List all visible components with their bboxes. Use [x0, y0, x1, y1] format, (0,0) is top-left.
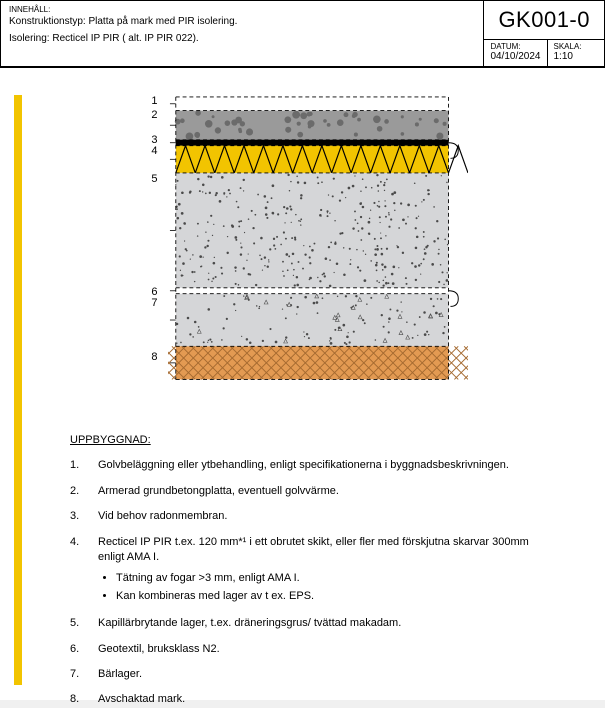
layer-number-2: 2: [138, 109, 158, 121]
date-cell: DATUM: 04/10/2024: [484, 40, 546, 66]
construction-notes: UPPBYGGNAD: 1.Golvbeläggning eller ytbeh…: [0, 413, 605, 708]
construction-item: 3.Vid behov radonmembran.: [70, 509, 555, 524]
layer-number-7: 7: [138, 297, 158, 309]
document-page: INNEHÅLL: Konstruktionstyp: Platta på ma…: [0, 0, 605, 700]
cross-section-drawing: 12345678: [138, 93, 468, 413]
date-label: DATUM:: [490, 42, 540, 51]
item-text: Armerad grundbetongplatta, eventuell gol…: [98, 484, 555, 499]
layer-number-1: 1: [138, 95, 158, 107]
scale-cell: SKALA: 1:10: [547, 40, 588, 66]
subitem: Tätning av fogar >3 mm, enligt AMA I.: [116, 571, 555, 586]
item-number: 5.: [70, 616, 98, 631]
title-block: INNEHÅLL: Konstruktionstyp: Platta på ma…: [0, 0, 605, 68]
construction-item: 5.Kapillärbrytande lager, t.ex. dränerin…: [70, 616, 555, 631]
layer-number-8: 8: [138, 351, 158, 363]
item-number: 4.: [70, 535, 98, 607]
scale-value: 1:10: [554, 51, 582, 62]
innehall-label: INNEHÅLL:: [9, 5, 475, 14]
item-number: 3.: [70, 509, 98, 524]
item-text: Bärlager.: [98, 667, 555, 682]
construction-type: Konstruktionstyp: Platta på mark med PIR…: [9, 16, 475, 27]
construction-item: 6.Geotextil, bruksklass N2.: [70, 642, 555, 657]
construction-item: 2.Armerad grundbetongplatta, eventuell g…: [70, 484, 555, 499]
accent-bar: [14, 95, 22, 685]
item-text: Geotextil, bruksklass N2.: [98, 642, 555, 657]
item-text: Recticel IP PIR t.ex. 120 mm*¹ i ett obr…: [98, 535, 555, 607]
scale-label: SKALA:: [554, 42, 582, 51]
uppbyggnad-title: UPPBYGGNAD:: [70, 433, 555, 448]
meta-row: DATUM: 04/10/2024 SKALA: 1:10: [484, 40, 604, 66]
construction-item: 1.Golvbeläggning eller ytbehandling, enl…: [70, 458, 555, 473]
subitem: Kan kombineras med lager av t ex. EPS.: [116, 589, 555, 604]
date-value: 04/10/2024: [490, 51, 540, 62]
item-text: Golvbeläggning eller ytbehandling, enlig…: [98, 458, 555, 473]
cross-section-svg: [168, 93, 468, 398]
title-block-right: GK001-0 DATUM: 04/10/2024 SKALA: 1:10: [483, 0, 605, 67]
layer-number-4: 4: [138, 145, 158, 157]
construction-item: 4.Recticel IP PIR t.ex. 120 mm*¹ i ett o…: [70, 535, 555, 607]
construction-list: 1.Golvbeläggning eller ytbehandling, enl…: [70, 458, 555, 707]
insulation-spec: Isolering: Recticel IP PIR ( alt. IP PIR…: [9, 33, 475, 44]
construction-item: 7.Bärlager.: [70, 667, 555, 682]
item-number: 2.: [70, 484, 98, 499]
item-text: Kapillärbrytande lager, t.ex. dränerings…: [98, 616, 555, 631]
layer-number-5: 5: [138, 173, 158, 185]
item-sublist: Tätning av fogar >3 mm, enligt AMA I. Kan…: [116, 571, 555, 604]
item-text: Vid behov radonmembran.: [98, 509, 555, 524]
item-number: 1.: [70, 458, 98, 473]
document-id: GK001-0: [484, 1, 604, 40]
title-block-left: INNEHÅLL: Konstruktionstyp: Platta på ma…: [0, 0, 483, 67]
item-number: 6.: [70, 642, 98, 657]
item-number: 7.: [70, 667, 98, 682]
